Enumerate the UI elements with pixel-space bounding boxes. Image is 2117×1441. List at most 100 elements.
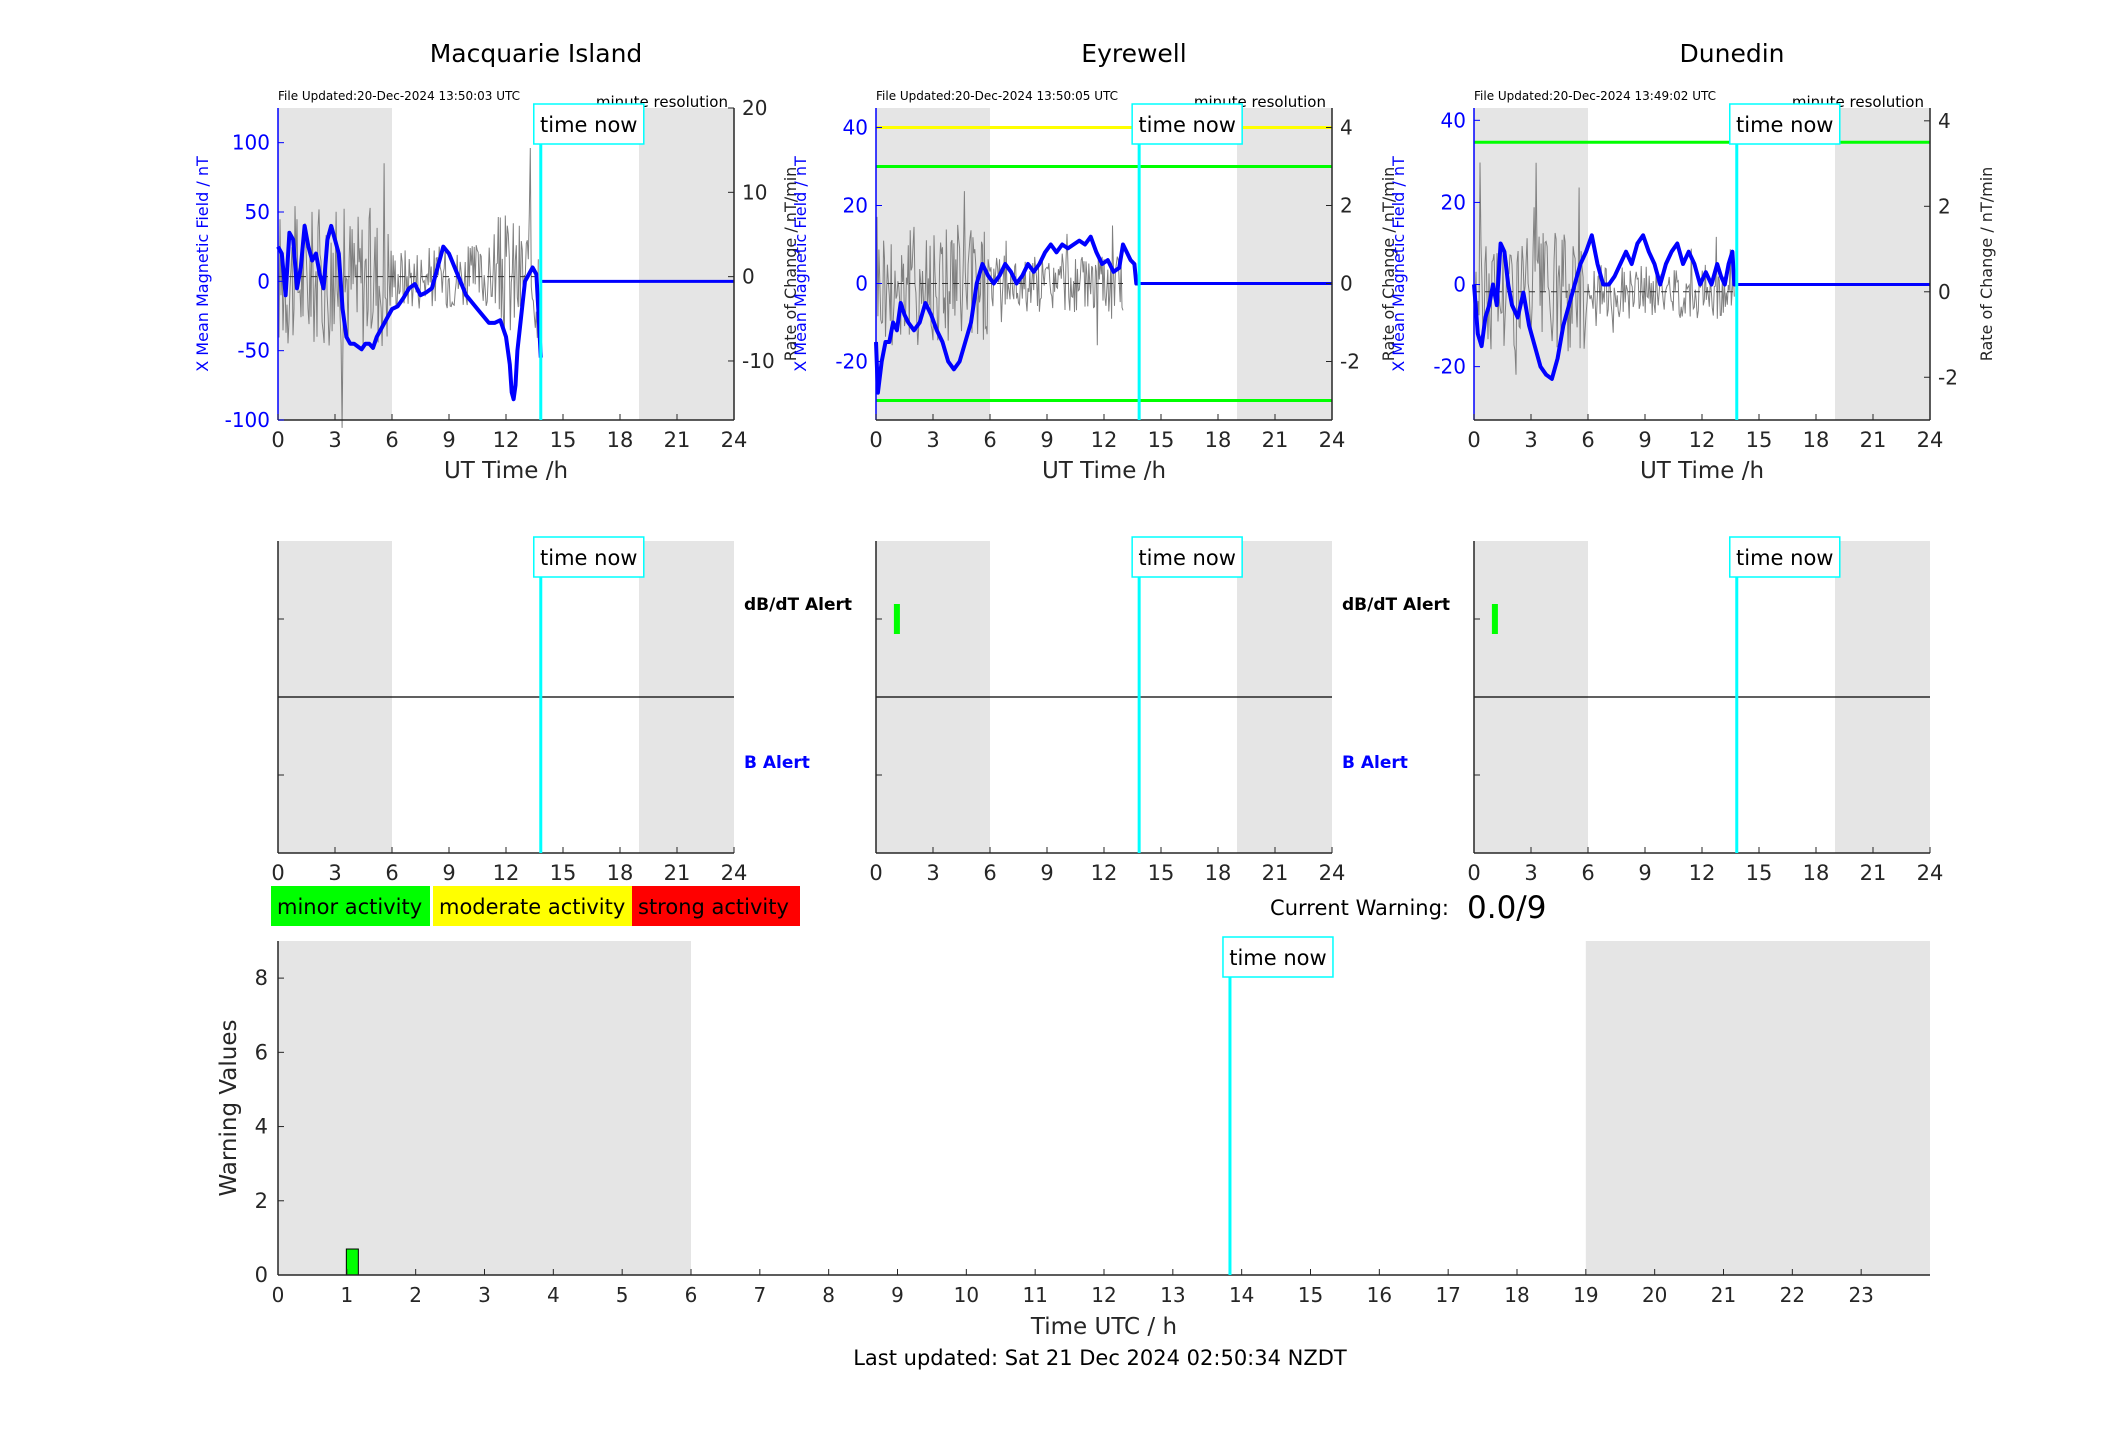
dunedin-field-chart: Dunedin File Updated:20-Dec-2024 13:49:02… xyxy=(1389,39,1996,484)
dunedin-alert-xtick-label: 6 xyxy=(1581,861,1594,885)
macquarie-alert-xtick-label: 24 xyxy=(721,861,748,885)
warning-xtick-label: 13 xyxy=(1160,1283,1185,1307)
dunedin-field-rate-trace xyxy=(1473,162,1735,375)
eyrewell-alert-xtick-label: 24 xyxy=(1319,861,1346,885)
macquarie-field-xtick-label: 15 xyxy=(550,428,577,452)
dunedin-alert-xtick-label: 0 xyxy=(1467,861,1480,885)
macquarie-alert-xtick-label: 12 xyxy=(493,861,520,885)
dunedin-alert-xtick-label: 9 xyxy=(1638,861,1651,885)
dunedin-field-ylabel: X Mean Magnetic Field / nT xyxy=(1389,156,1408,372)
warning-ytick-label: 2 xyxy=(255,1189,268,1213)
eyrewell-field-ytick-label: -20 xyxy=(835,350,868,374)
dunedin-field-xtick-label: 0 xyxy=(1467,428,1480,452)
macquarie-field-xtick-label: 12 xyxy=(493,428,520,452)
warning-xlabel: Time UTC / h xyxy=(1030,1314,1177,1340)
eyrewell-field-xtick-label: 0 xyxy=(869,428,882,452)
macquarie-alert-xtick-label: 3 xyxy=(328,861,341,885)
macquarie-field-ytick-label: -50 xyxy=(237,339,270,363)
eyrewell-alert-dbdt-label: dB/dT Alert xyxy=(1342,595,1450,615)
dunedin-field-ytick-right-label: 2 xyxy=(1938,194,1951,218)
dunedin-field-night-shade xyxy=(1835,108,1930,420)
warning-xtick-label: 2 xyxy=(409,1283,422,1307)
macquarie-field-field-line xyxy=(276,223,543,402)
warning-xtick-label: 1 xyxy=(340,1283,353,1307)
eyrewell-alert-xtick-label: 21 xyxy=(1262,861,1289,885)
dunedin-field-xtick-label: 12 xyxy=(1689,428,1716,452)
warning-xtick-label: 21 xyxy=(1711,1283,1736,1307)
dunedin-field-now-label-box xyxy=(1729,103,1841,145)
eyrewell-alert-xtick-label: 9 xyxy=(1040,861,1053,885)
eyrewell-alert-xtick-label: 3 xyxy=(926,861,939,885)
macquarie-field-ytick-right-label: 10 xyxy=(742,180,767,204)
macquarie-alert-chart: dB/dT Alert B Alert 0 3 6 9 12 15 18 21 24 time now xyxy=(271,536,852,885)
dunedin-field-ytick-label: 20 xyxy=(1441,190,1466,214)
eyrewell-alert-chart: dB/dT Alert B Alert 0 3 6 9 12 15 18 21 24 time now xyxy=(869,536,1450,885)
macquarie-field-ytick-label: 0 xyxy=(257,269,270,293)
eyrewell-field-chart: Eyrewell File Updated:20-Dec-2024 13:50:0… xyxy=(791,39,1398,484)
macquarie-alert-xtick-label: 0 xyxy=(271,861,284,885)
warning-xtick-label: 14 xyxy=(1229,1283,1254,1307)
eyrewell-field-ytick-label: 0 xyxy=(855,272,868,296)
eyrewell-field-rate-trace xyxy=(875,191,1124,346)
dunedin-field-xtick-label: 15 xyxy=(1746,428,1773,452)
warning-xtick-label: 15 xyxy=(1298,1283,1323,1307)
dunedin-field-ytick-label: 40 xyxy=(1441,108,1466,132)
macquarie-field-xtick-label: 6 xyxy=(385,428,398,452)
warning-xtick-label: 20 xyxy=(1642,1283,1667,1307)
dunedin-field-file-updated: File Updated:20-Dec-2024 13:49:02 UTC xyxy=(1474,89,1716,103)
warning-xtick-label: 16 xyxy=(1367,1283,1392,1307)
legend-label-0: minor activity xyxy=(277,895,422,919)
macquarie-alert-xtick-label: 18 xyxy=(607,861,634,885)
dunedin-field-xtick-label: 3 xyxy=(1524,428,1537,452)
eyrewell-alert-xtick-label: 12 xyxy=(1091,861,1118,885)
dunedin-alert-now-label: time now xyxy=(1736,546,1833,570)
dunedin-field-xtick-label: 24 xyxy=(1917,428,1944,452)
dunedin-field-title: Dunedin xyxy=(1680,39,1785,68)
last-updated: Last updated: Sat 21 Dec 2024 02:50:34 N… xyxy=(853,1346,1347,1370)
eyrewell-field-night-shade xyxy=(1237,108,1332,420)
warning-xtick-label: 11 xyxy=(1022,1283,1047,1307)
macquarie-field-ytick-right-label: 20 xyxy=(742,96,767,120)
eyrewell-field-ytick-label: 20 xyxy=(843,194,868,218)
activity-legend: minor activity moderate activity strong ac… xyxy=(271,886,800,926)
macquarie-alert-xtick-label: 21 xyxy=(664,861,691,885)
macquarie-field-ytick-label: 50 xyxy=(245,200,270,224)
eyrewell-field-xtick-label: 9 xyxy=(1040,428,1053,452)
macquarie-field-ytick-right-label: -10 xyxy=(742,349,775,373)
dunedin-field-xtick-label: 18 xyxy=(1803,428,1830,452)
macquarie-field-title: Macquarie Island xyxy=(430,39,643,68)
eyrewell-field-xtick-label: 6 xyxy=(983,428,996,452)
warning-xtick-label: 18 xyxy=(1504,1283,1529,1307)
macquarie-field-now-label-box xyxy=(533,103,645,145)
eyrewell-field-ytick-right-label: -2 xyxy=(1340,350,1360,374)
dunedin-field-ytick-right-label: -2 xyxy=(1938,365,1958,389)
macquarie-field-ytick-right-label: 0 xyxy=(742,265,755,289)
dunedin-field-night-shade xyxy=(1474,108,1588,420)
warning-xtick-label: 22 xyxy=(1780,1283,1805,1307)
warning-xtick-label: 3 xyxy=(478,1283,491,1307)
macquarie-field-ytick-label: 100 xyxy=(232,131,270,155)
warning-xtick-label: 8 xyxy=(822,1283,835,1307)
warning-xtick-label: 9 xyxy=(891,1283,904,1307)
eyrewell-field-xtick-label: 24 xyxy=(1319,428,1346,452)
eyrewell-alert-xtick-label: 0 xyxy=(869,861,882,885)
warning-xtick-label: 17 xyxy=(1435,1283,1460,1307)
macquarie-alert-now-label: time now xyxy=(540,546,637,570)
warning-xtick-label: 5 xyxy=(616,1283,629,1307)
warning-ytick-label: 0 xyxy=(255,1263,268,1287)
eyrewell-alert-alert-mark xyxy=(893,604,900,634)
warning-xtick-label: 12 xyxy=(1091,1283,1116,1307)
warning-xtick-label: 7 xyxy=(753,1283,766,1307)
warning-now-label-box xyxy=(1222,936,1334,978)
legend-label-1: moderate activity xyxy=(439,895,625,919)
eyrewell-field-now-label: time now xyxy=(1138,113,1235,137)
eyrewell-field-xlabel: UT Time /h xyxy=(1042,458,1166,484)
warning-night-shade xyxy=(1585,941,1930,1275)
eyrewell-field-xtick-label: 18 xyxy=(1205,428,1232,452)
macquarie-field-ylabel-right: Rate of Change / nT/min xyxy=(781,167,800,362)
warning-xtick-label: 4 xyxy=(547,1283,560,1307)
dunedin-field-now-label: time now xyxy=(1736,113,1833,137)
macquarie-field-xtick-label: 0 xyxy=(271,428,284,452)
warning-xtick-label: 6 xyxy=(685,1283,698,1307)
